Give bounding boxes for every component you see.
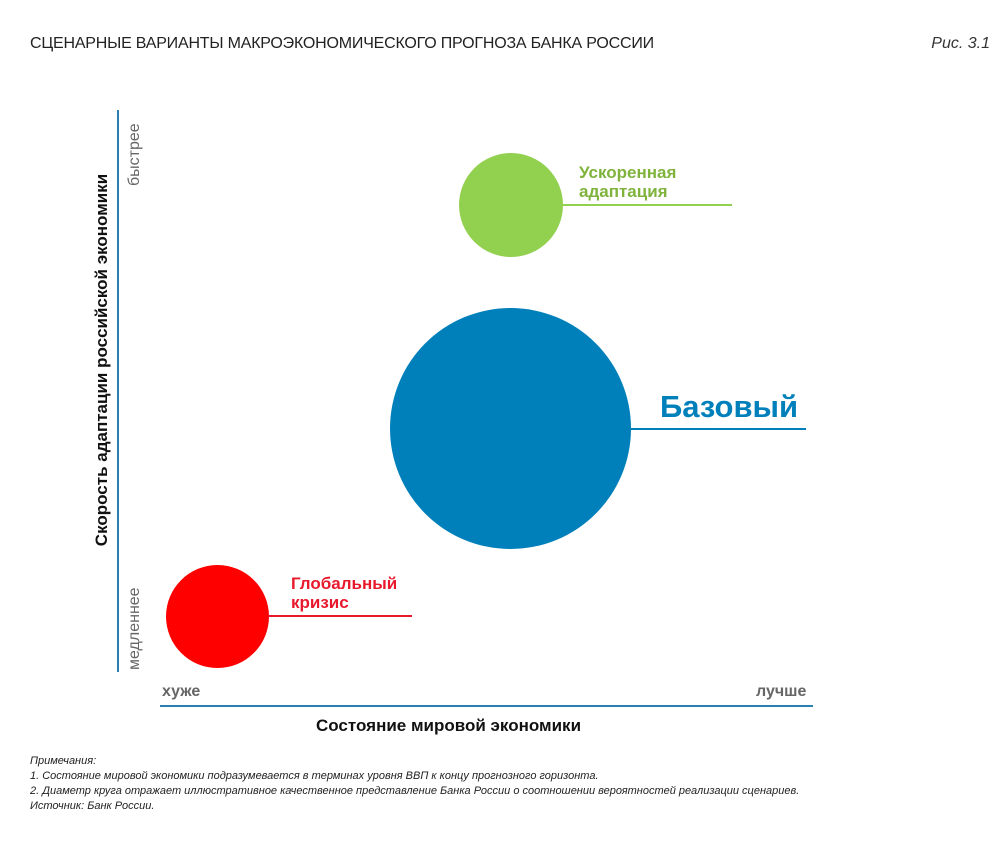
- scenario-accelerated-leader-line: [562, 204, 732, 206]
- x-axis-line: [160, 705, 813, 707]
- label-line: Ускоренная: [579, 163, 677, 182]
- label-line: кризис: [291, 593, 349, 612]
- scenario-base-circle: [390, 308, 631, 549]
- note-item: 1. Состояние мировой экономики подразуме…: [30, 770, 599, 782]
- note-item: 2. Диаметр круга отражает иллюстративное…: [30, 785, 800, 797]
- scenario-crisis-leader-line: [268, 615, 412, 617]
- scenario-crisis-label: Глобальный кризис: [291, 574, 397, 612]
- scenario-accelerated-label: Ускоренная адаптация: [579, 163, 676, 201]
- x-axis-low-label: хуже: [162, 683, 201, 700]
- scenario-base-leader-line: [630, 428, 806, 430]
- y-axis-title: Скорость адаптации российской экономики: [92, 173, 111, 547]
- x-axis-high-label: лучше: [756, 683, 807, 700]
- label-line: Глобальный: [291, 574, 398, 593]
- x-axis-title: Состояние мировой экономики: [316, 716, 582, 735]
- label-line: адаптация: [579, 182, 668, 201]
- scenario-crisis-circle: [166, 565, 269, 668]
- scenario-base-label: Базовый: [660, 389, 799, 424]
- figure-number: Рис. 3.1: [931, 35, 990, 52]
- notes-heading: Примечания:: [30, 755, 97, 767]
- scenario-accelerated-circle: [459, 153, 563, 257]
- figure-title: СЦЕНАРНЫЕ ВАРИАНТЫ МАКРОЭКОНОМИЧЕСКОГО П…: [30, 35, 654, 52]
- y-axis-line: [117, 110, 119, 672]
- source-note: Источник: Банк России.: [30, 800, 155, 812]
- notes: Примечания: 1. Состояние мировой экономи…: [30, 754, 799, 814]
- y-axis-high-label: быстрее: [126, 123, 143, 186]
- y-axis-low-label: медленнее: [126, 587, 143, 670]
